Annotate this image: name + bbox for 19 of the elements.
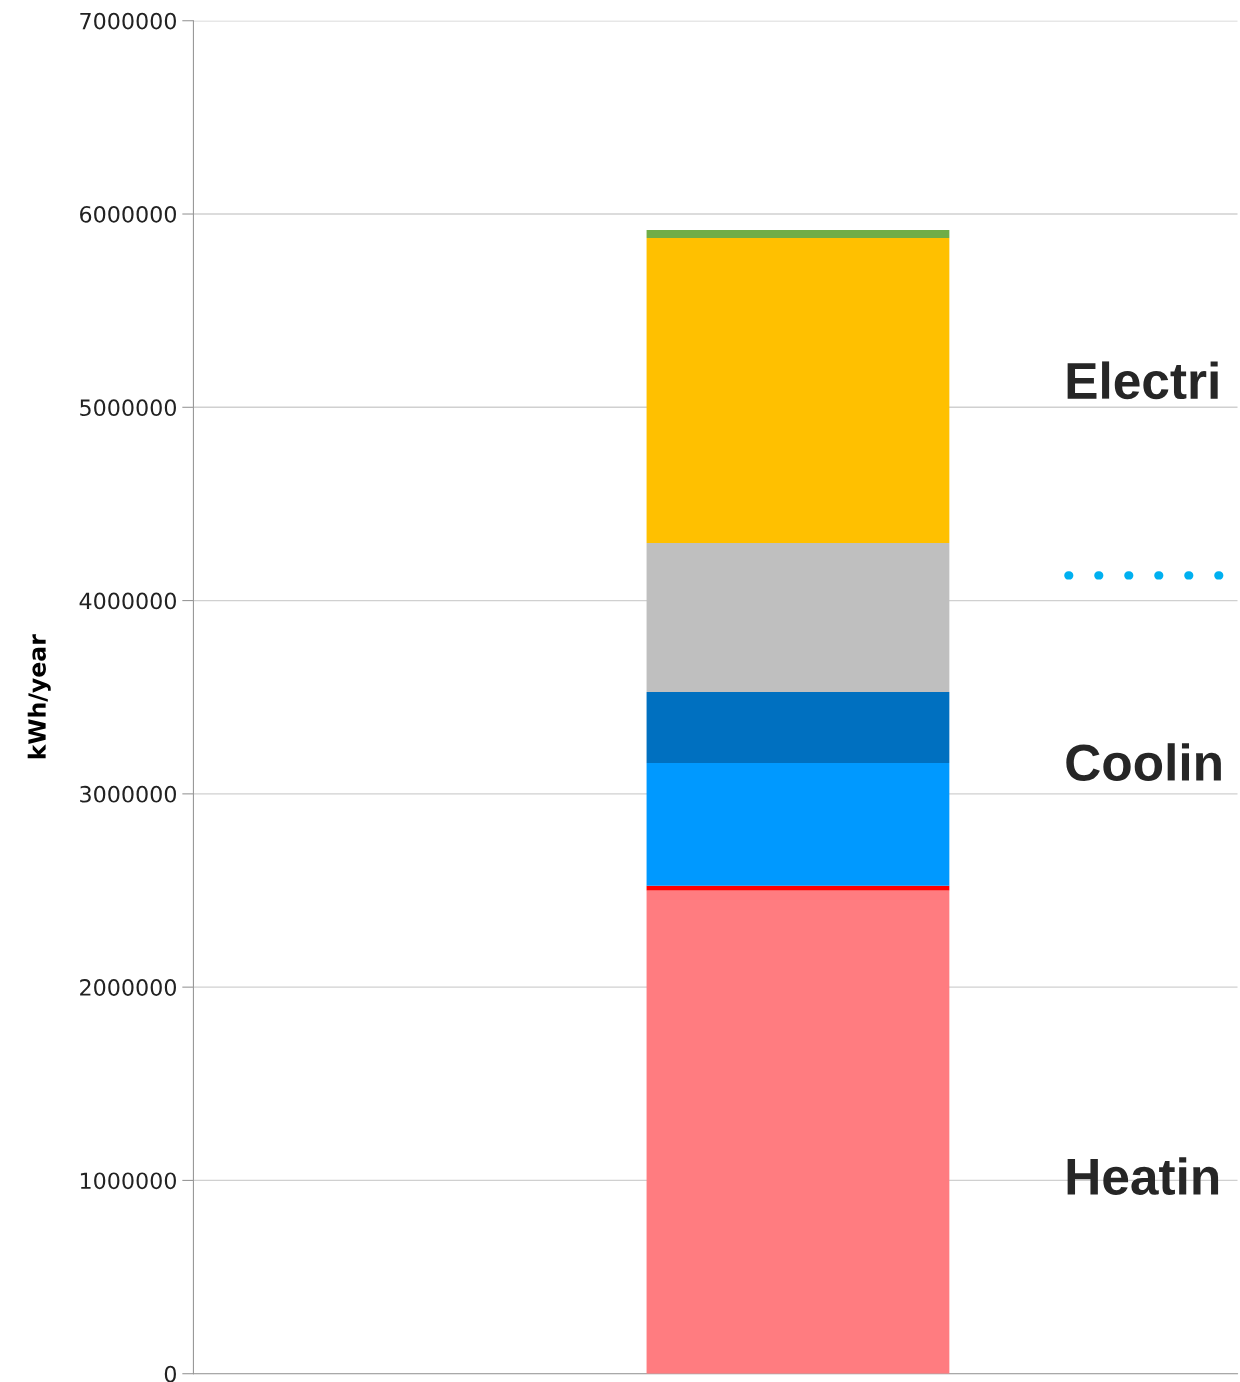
y-tick-label: 6000000: [80, 205, 176, 223]
y-tick-label: 2000000: [80, 979, 176, 996]
y-tick-label: 3000000: [80, 785, 176, 803]
bar: [646, 230, 950, 238]
y-tick-label: 4000000: [79, 592, 176, 610]
bar: [646, 542, 950, 692]
y-tick-label: 1000000: [80, 1172, 176, 1190]
y-tick-label: 0: [164, 1365, 176, 1382]
bar: [646, 692, 950, 763]
bar: [646, 890, 950, 1374]
y-tick-label: 7000000: [80, 12, 176, 30]
y-tick-label: 5000000: [80, 399, 176, 417]
annotation: Electri: [1067, 361, 1218, 400]
y-axis-title: kWh/year: [27, 634, 51, 759]
annotation: Heatin: [1067, 1157, 1219, 1195]
bar: [646, 237, 950, 543]
bar: [646, 885, 950, 891]
bar: [646, 762, 950, 886]
annotation: Coolin: [1066, 743, 1221, 781]
